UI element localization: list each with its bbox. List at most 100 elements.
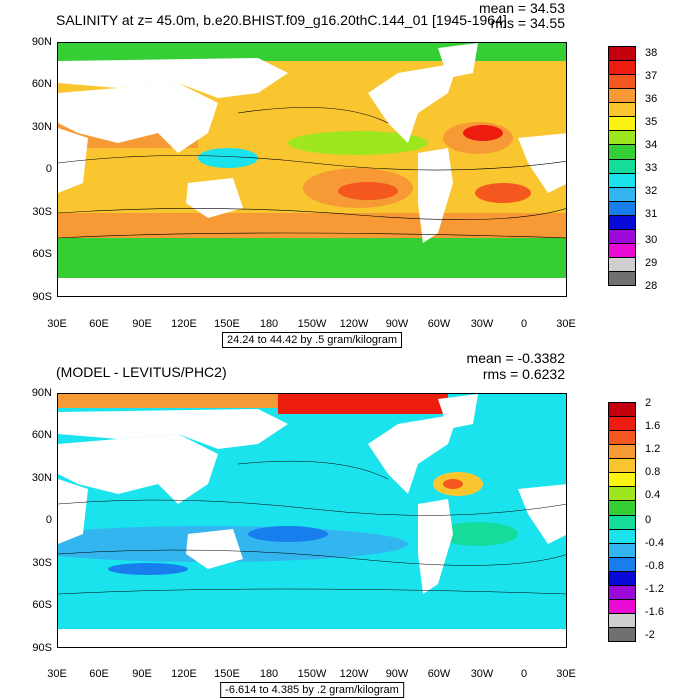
- colorbar-swatch: [609, 89, 635, 104]
- colorbar-swatch: [609, 257, 635, 272]
- lon-label: 90E: [132, 668, 152, 680]
- lon-label: 180: [259, 668, 279, 680]
- colorbar-swatch: [609, 47, 635, 62]
- contour-line: [58, 588, 566, 595]
- colorbar-swatch: [609, 459, 635, 474]
- contour-line: [237, 107, 389, 124]
- colorbar-swatch: [609, 445, 635, 460]
- lon-label: 60W: [427, 668, 451, 680]
- map-title: (MODEL - LEVITUS/PHC2): [56, 364, 227, 380]
- colorbar-swatch: [609, 201, 635, 216]
- contour-range-label: -6.614 to 4.385 by .2 gram/kilogram: [220, 682, 404, 698]
- lon-label: 120W: [339, 668, 369, 680]
- colorbar-swatch: [609, 599, 635, 614]
- lon-label: 30E: [47, 668, 67, 680]
- colorbar-swatch: [609, 501, 635, 516]
- lon-label: 30W: [470, 318, 494, 330]
- lat-label: 90S: [32, 291, 52, 303]
- contour-line: [58, 155, 566, 171]
- colorbar-swatch: [609, 159, 635, 174]
- lat-label: 30S: [32, 206, 52, 218]
- salinity-panel: SALINITY at z= 45.0m, b.e20.BHIST.f09_g1…: [31, 0, 658, 348]
- colorbar-swatch: [609, 585, 635, 600]
- lat-label: 90N: [31, 387, 52, 399]
- difference-panel: (MODEL - LEVITUS/PHC2) mean = -0.3382 rm…: [0, 350, 700, 700]
- colorbar-label: -2: [645, 629, 655, 641]
- eurasia-land: [58, 83, 218, 153]
- colorbar-swatch: [609, 117, 635, 132]
- north-america-land: [368, 63, 458, 143]
- difference-map: [57, 393, 567, 648]
- southern-indian-low: [108, 563, 188, 575]
- colorbar: [608, 402, 636, 642]
- south-atlantic-anomaly: [438, 522, 518, 546]
- colorbar-label: 31: [645, 208, 658, 220]
- colorbar-swatch: [609, 417, 635, 432]
- colorbar-swatch: [609, 431, 635, 446]
- lon-label: 120E: [171, 668, 197, 680]
- south-atlantic-max: [475, 183, 531, 203]
- colorbar-label: 38: [645, 47, 658, 59]
- contour-line: [58, 549, 566, 566]
- lat-label: 60N: [31, 78, 52, 90]
- north-atlantic-core: [463, 125, 503, 141]
- lat-label: 90S: [32, 642, 52, 654]
- arctic-band: [58, 43, 566, 61]
- antarctica-land: [58, 278, 566, 296]
- rms-value: rms = 34.55: [490, 15, 565, 31]
- colorbar-label: -0.4: [645, 537, 664, 549]
- siberia-land: [58, 58, 288, 98]
- colorbar-swatch: [609, 61, 635, 76]
- colorbar-label: 0.8: [645, 466, 661, 478]
- lon-label: 30E: [556, 318, 576, 330]
- lon-label: 90E: [132, 318, 152, 330]
- greenland-land: [438, 43, 478, 78]
- salinity-field: [58, 43, 566, 296]
- colorbar-swatch: [609, 173, 635, 188]
- arctic-west-band: [58, 394, 278, 408]
- colorbar-swatch: [609, 515, 635, 530]
- arctic-positive-band: [278, 394, 448, 414]
- lon-label: 0: [520, 318, 528, 330]
- lat-label: 30N: [31, 472, 52, 484]
- south-america-land: [418, 499, 453, 594]
- antarctica-land: [58, 629, 566, 647]
- contour-line: [58, 208, 566, 220]
- mean-value: mean = -0.3382: [466, 350, 565, 366]
- colorbar-swatch: [609, 473, 635, 488]
- lon-label: 120W: [339, 318, 369, 330]
- colorbar-swatch: [609, 628, 635, 642]
- colorbar-swatch: [609, 229, 635, 244]
- colorbar-label: 2: [645, 397, 652, 409]
- north-america-land: [368, 414, 458, 494]
- siberia-land: [58, 409, 288, 449]
- colorbar-swatch: [609, 131, 635, 146]
- colorbar-label: 29: [645, 257, 658, 269]
- lon-label: 90W: [385, 318, 409, 330]
- lon-label: 120E: [171, 318, 197, 330]
- colorbar-swatch: [609, 187, 635, 202]
- africa-land-east: [518, 133, 566, 193]
- lon-label: 150E: [214, 318, 240, 330]
- africa-land-west: [58, 128, 88, 193]
- lon-label: 30E: [47, 318, 67, 330]
- lon-label: 60E: [89, 318, 109, 330]
- colorbar-swatch: [609, 557, 635, 572]
- lon-label: 0: [520, 668, 528, 680]
- map-title: SALINITY at z= 45.0m, b.e20.BHIST.f09_g1…: [56, 12, 507, 28]
- colorbar-swatch: [609, 272, 635, 286]
- colorbar-label: 0.4: [645, 489, 661, 501]
- lon-label: 90W: [385, 668, 409, 680]
- colorbar-label: 32: [645, 185, 658, 197]
- colorbar-swatch: [609, 529, 635, 544]
- colorbar-swatch: [609, 243, 635, 258]
- colorbar-label: 1.2: [645, 443, 661, 455]
- lat-label: 60S: [32, 248, 52, 260]
- contour-line: [58, 499, 566, 516]
- lat-label: 60S: [32, 599, 52, 611]
- lat-label: 30N: [31, 121, 52, 133]
- colorbar-label: 30: [645, 234, 658, 246]
- colorbar-label: -0.8: [645, 560, 664, 572]
- lat-label: 60N: [31, 429, 52, 441]
- colorbar-label: -1.2: [645, 583, 664, 595]
